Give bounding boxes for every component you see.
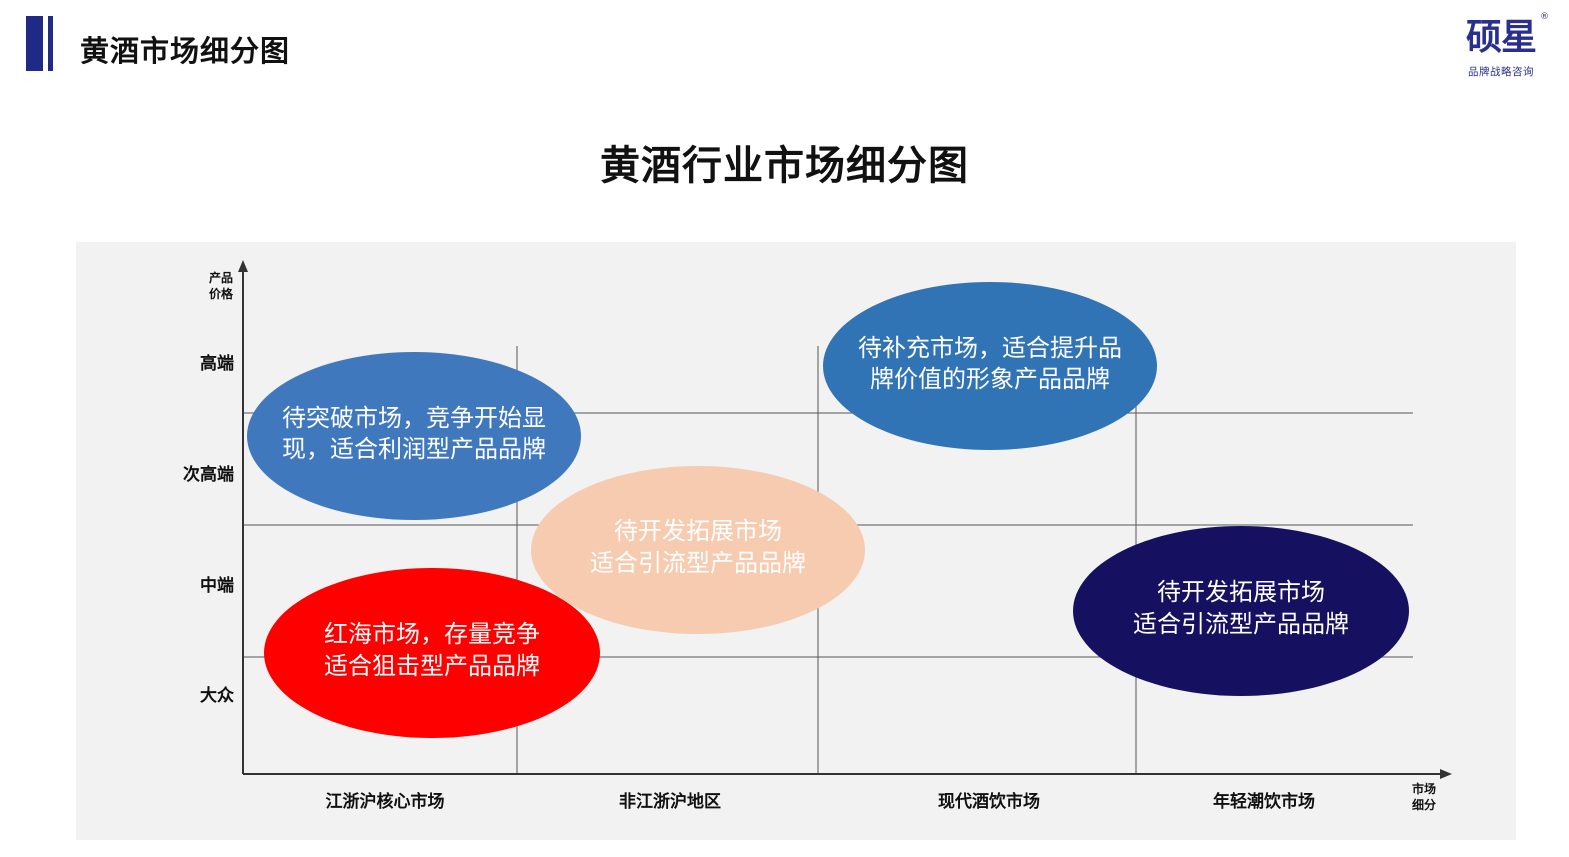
brand-logo: 硕星 ® 品牌战略咨询 — [1466, 12, 1550, 80]
registered-mark: ® — [1540, 12, 1549, 22]
logo-wordmark: 硕星 — [1466, 17, 1537, 58]
bubble-breakthrough-market: 待突破市场，竞争开始显 现，适合利润型产品品牌 — [247, 352, 581, 520]
bubble-text-line1: 待补充市场，适合提升品 — [858, 334, 1122, 362]
y-axis-title-line2: 价格 — [209, 286, 234, 301]
y-level-label: 高端 — [200, 353, 234, 374]
bubble-ellipse — [531, 466, 865, 634]
y-axis-arrow-icon — [238, 260, 248, 272]
bubble-text-line2: 现，适合利润型产品品牌 — [282, 435, 546, 463]
bubble-red-ocean-market: 红海市场，存量竞争 适合狙击型产品品牌 — [264, 568, 600, 738]
logo-tagline: 品牌战略咨询 — [1468, 66, 1534, 78]
market-segmentation-diagram: 产品 价格 高端 次高端 中端 大众 江浙沪核心市场 非江浙沪地区 现代酒饮市场… — [183, 260, 1452, 812]
page-header-title: 黄酒市场细分图 — [80, 34, 291, 68]
diagram-panel: 产品 价格 高端 次高端 中端 大众 江浙沪核心市场 非江浙沪地区 现代酒饮市场… — [76, 242, 1516, 840]
bubble-ellipse — [823, 282, 1157, 450]
axes — [242, 270, 1442, 775]
header-accent-bar-thin — [48, 16, 53, 71]
bubble-text-line2: 适合引流型产品品牌 — [590, 549, 806, 577]
x-category-label: 现代酒饮市场 — [938, 791, 1040, 812]
y-level-label: 大众 — [200, 685, 235, 706]
bubble-text-line1: 红海市场，存量竞争 — [324, 620, 540, 648]
bubble-text-line2: 适合引流型产品品牌 — [1133, 610, 1349, 638]
x-axis-title-line2: 细分 — [1412, 797, 1436, 812]
bubble-text-line1: 待开发拓展市场 — [614, 517, 782, 545]
bubble-text-line2: 牌价值的形象产品品牌 — [870, 365, 1110, 393]
bubble-supplement-market: 待补充市场，适合提升品 牌价值的形象产品品牌 — [823, 282, 1157, 450]
bubble-ellipse — [264, 568, 600, 738]
bubble-ellipse — [247, 352, 581, 520]
x-axis-arrow-icon — [1440, 769, 1452, 779]
bubble-text-line2: 适合狙击型产品品牌 — [324, 652, 540, 680]
x-axis-title-line1: 市场 — [1412, 781, 1436, 796]
diagram-title: 黄酒行业市场细分图 — [600, 143, 969, 189]
x-category-label: 江浙沪核心市场 — [326, 791, 445, 812]
bubble-development-market-navy: 待开发拓展市场 适合引流型产品品牌 — [1073, 526, 1409, 696]
bubble-text-line1: 待开发拓展市场 — [1157, 578, 1325, 606]
y-level-label: 中端 — [200, 575, 234, 596]
bubble-ellipse — [1073, 526, 1409, 696]
x-category-label: 年轻潮饮市场 — [1213, 791, 1315, 812]
x-category-label: 非江浙沪地区 — [619, 791, 721, 812]
y-level-label: 次高端 — [183, 464, 234, 485]
header-accent-bar — [26, 16, 43, 71]
bubble-text-line1: 待突破市场，竞争开始显 — [282, 404, 546, 432]
bubble-development-market-peach: 待开发拓展市场 适合引流型产品品牌 — [531, 466, 865, 634]
y-axis-title-line1: 产品 — [209, 270, 233, 285]
